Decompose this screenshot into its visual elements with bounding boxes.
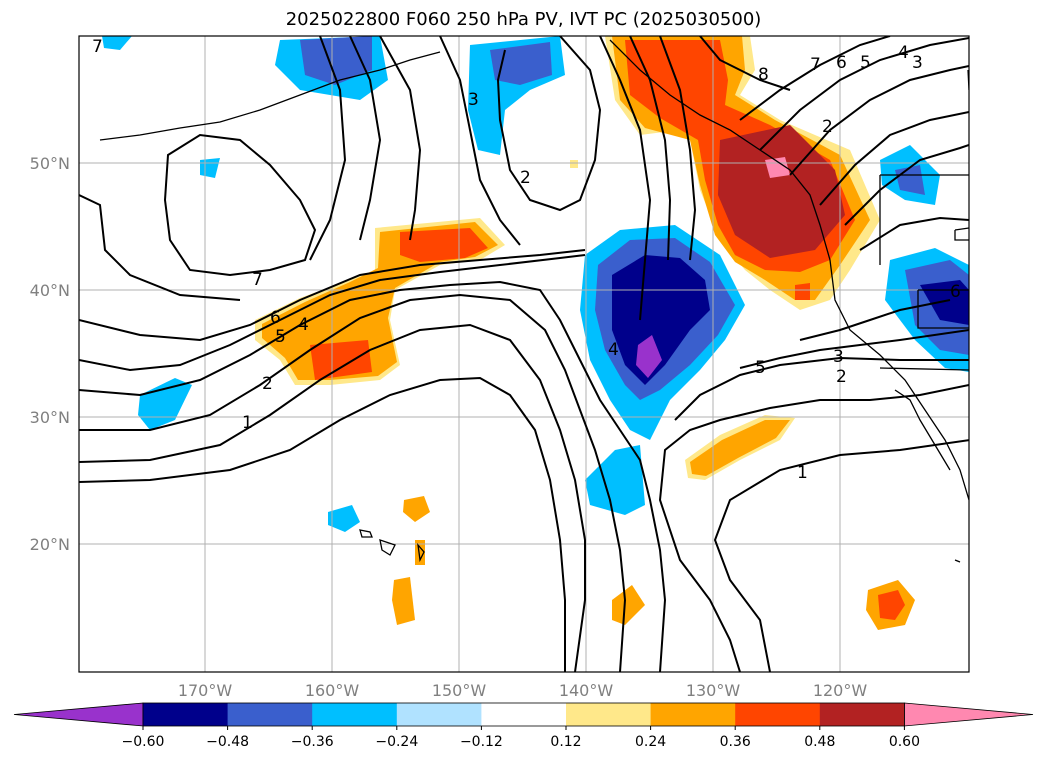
contour-label: 6 <box>270 308 281 328</box>
colorbar-tick-label: −0.60 <box>122 734 165 750</box>
latitude-labels: 50°N 40°N 30°N 20°N <box>30 154 70 554</box>
lon-label: 160°W <box>305 681 360 700</box>
contour-label: 7 <box>810 55 821 75</box>
contour-label: 2 <box>836 367 847 387</box>
contour-label: 7 <box>92 37 103 57</box>
contour-label: 3 <box>912 53 923 73</box>
colorbar-swatch <box>481 703 567 726</box>
contour-label: 5 <box>275 327 286 347</box>
map-frame <box>78 35 970 673</box>
colorbar-ticks: −0.60 −0.48 −0.36 −0.24 −0.12 0.12 0.24 0.36 0.4… <box>122 726 920 750</box>
colorbar-tick-label: 0.36 <box>720 734 751 750</box>
graticule <box>79 36 969 672</box>
pv-shading <box>102 36 969 630</box>
contour-label: 6 <box>950 282 961 302</box>
contour-label: 2 <box>520 168 531 188</box>
colorbar-tick-label: 0.48 <box>804 734 835 750</box>
contour-label: 4 <box>898 43 909 63</box>
contour-label: 4 <box>608 340 619 360</box>
lon-label: 170°W <box>178 681 233 700</box>
colorbar-swatch <box>143 703 229 726</box>
colorbar-tick-label: −0.36 <box>291 734 334 750</box>
map-title: 2025022800 F060 250 hPa PV, IVT PC (2025… <box>285 9 762 30</box>
contour-label: 3 <box>468 90 479 110</box>
contour-label: 2 <box>822 117 833 137</box>
contour-label: 8 <box>758 65 769 85</box>
colorbar-swatch <box>904 702 1034 727</box>
lon-label: 130°W <box>686 681 741 700</box>
map-panel: 7 3 2 7 6 5 4 2 1 4 5 3 2 1 8 7 6 5 4 3 … <box>78 35 970 673</box>
colorbar-swatch <box>312 703 398 726</box>
colorbar-swatch <box>650 703 736 726</box>
contour-label: 5 <box>755 358 766 378</box>
colorbar: −0.60 −0.48 −0.36 −0.24 −0.12 0.12 0.24 0.36 0.4… <box>13 702 1034 750</box>
colorbar-tick-label: 0.60 <box>889 734 920 750</box>
colorbar-tick-label: −0.48 <box>206 734 249 750</box>
colorbar-tick-label: 0.12 <box>550 734 581 750</box>
lat-label: 30°N <box>30 408 70 427</box>
colorbar-tick-label: −0.12 <box>460 734 503 750</box>
colorbar-tick-label: −0.24 <box>375 734 418 750</box>
colorbar-swatch <box>566 703 652 726</box>
ivt-contours <box>79 36 969 672</box>
colorbar-swatch <box>227 703 313 726</box>
lat-label: 40°N <box>30 281 70 300</box>
lon-label: 150°W <box>432 681 487 700</box>
contour-label: 2 <box>262 374 273 394</box>
lon-label: 140°W <box>559 681 614 700</box>
contour-label: 7 <box>252 270 263 290</box>
colorbar-swatch <box>396 703 482 726</box>
contour-label: 1 <box>797 463 808 483</box>
colorbar-swatch <box>735 703 821 726</box>
colorbar-swatches <box>13 702 1034 727</box>
colorbar-tick-label: 0.24 <box>635 734 666 750</box>
colorbar-frame <box>142 702 905 727</box>
lat-label: 20°N <box>30 535 70 554</box>
contour-label: 4 <box>298 315 309 335</box>
longitude-labels: 170°W 160°W 150°W 140°W 130°W 120°W <box>178 681 868 700</box>
lon-label: 120°W <box>813 681 868 700</box>
contour-label: 5 <box>860 53 871 73</box>
contour-label: 3 <box>833 347 844 367</box>
contour-label: 6 <box>836 53 847 73</box>
contour-label: 1 <box>242 413 253 433</box>
colorbar-swatch <box>819 703 905 726</box>
contour-labels: 7 3 2 7 6 5 4 2 1 4 5 3 2 1 8 7 6 5 4 3 … <box>92 37 961 483</box>
lat-label: 50°N <box>30 154 70 173</box>
colorbar-swatch <box>13 702 144 727</box>
